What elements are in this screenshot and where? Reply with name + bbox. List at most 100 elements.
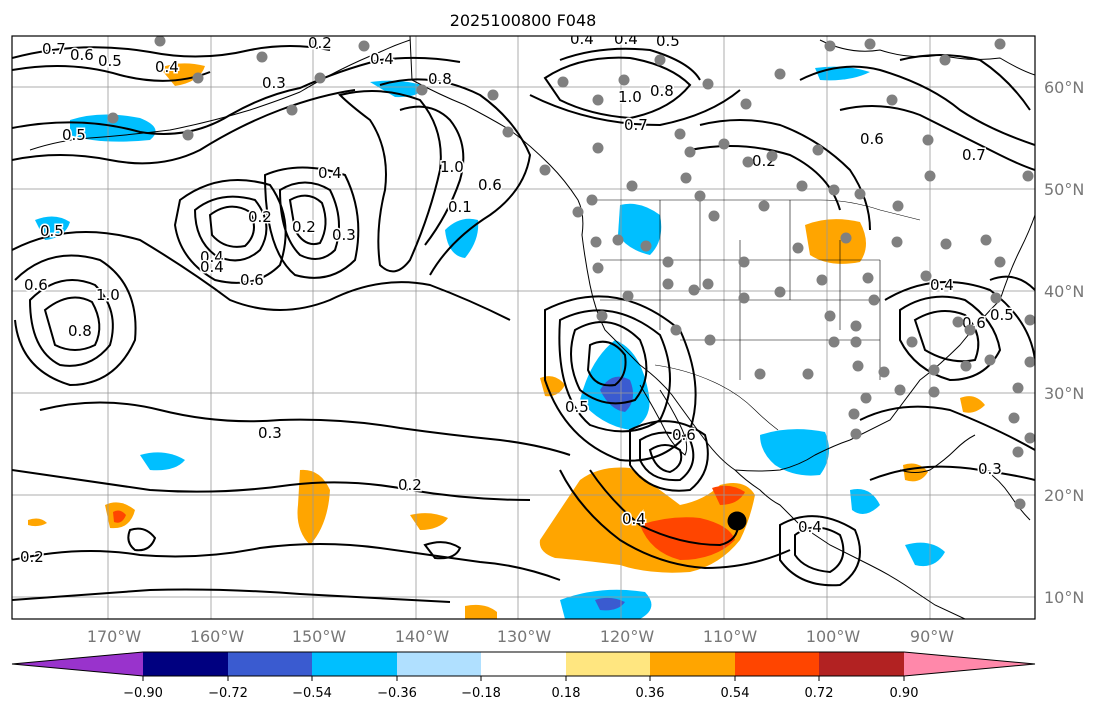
lat-label: 40°N <box>1044 282 1084 301</box>
contour-label: 0.8 <box>68 322 92 340</box>
station-marker <box>894 384 906 396</box>
station-marker <box>774 286 786 298</box>
contour-label: 1.0 <box>618 88 642 106</box>
contour-label: 0.7 <box>42 40 66 58</box>
lon-label: 140°W <box>395 627 450 646</box>
station-marker <box>1008 412 1020 424</box>
shade-cyan-hawaii <box>140 452 185 471</box>
station-marker <box>256 51 268 63</box>
colorbar-segment <box>650 652 735 676</box>
station-marker <box>828 184 840 196</box>
lon-label: 110°W <box>703 627 758 646</box>
lat-label: 60°N <box>1044 78 1084 97</box>
station-marker <box>662 278 674 290</box>
contour-label: 0.4 <box>200 258 224 276</box>
station-marker <box>1022 170 1034 182</box>
contour-label: 0.6 <box>240 271 264 289</box>
station-marker <box>702 78 714 90</box>
contour-label: 0.6 <box>24 276 48 294</box>
contour-label: 0.3 <box>332 226 356 244</box>
station-marker <box>670 324 682 336</box>
contour-label: 0.4 <box>370 50 394 68</box>
contour-label: 0.4 <box>200 248 224 266</box>
station-marker <box>688 284 700 296</box>
contour-label: 0.3 <box>978 460 1002 478</box>
station-marker <box>940 238 952 250</box>
contour-label: 0.6 <box>860 130 884 148</box>
station-marker <box>1014 498 1026 510</box>
station-marker <box>928 364 940 376</box>
station-marker <box>539 164 551 176</box>
contour-label: 1.0 <box>96 286 120 304</box>
station-marker <box>674 128 686 140</box>
shade-orange-se <box>960 396 985 413</box>
colorbar-segment <box>735 652 819 676</box>
lat-label: 20°N <box>1044 486 1084 505</box>
lon-label: 100°W <box>806 627 861 646</box>
station-marker <box>854 188 866 200</box>
contour-label: 0.4 <box>930 276 954 294</box>
station-marker <box>828 336 840 348</box>
colorbar: −0.90 −0.72 −0.54 −0.36 −0.18 0.18 0.36 … <box>11 651 1036 701</box>
contour-label: 0.5 <box>40 222 64 240</box>
figure-title: 2025100800 F048 <box>450 11 597 30</box>
latitude-labels: 60°N 50°N 40°N 30°N 20°N 10°N <box>1044 78 1084 607</box>
station-markers <box>107 36 1035 510</box>
colorbar-tick-label: −0.90 <box>123 686 163 701</box>
station-marker <box>738 256 750 268</box>
shade-cyan-gulf <box>760 429 829 476</box>
colorbar-extend-high <box>904 652 1035 676</box>
colorbar-ticks <box>142 676 905 681</box>
station-marker <box>922 134 934 146</box>
station-marker <box>1024 432 1035 444</box>
station-marker <box>980 234 992 246</box>
station-marker <box>758 200 770 212</box>
station-marker <box>684 146 696 158</box>
contour-label: 0.2 <box>308 34 332 52</box>
station-marker <box>860 392 872 404</box>
station-marker <box>878 366 890 378</box>
station-marker <box>939 54 951 66</box>
contour-label: 1.0 <box>440 158 464 176</box>
map-frame <box>11 35 1036 620</box>
colorbar-tick-label: −0.72 <box>208 686 248 701</box>
station-marker <box>622 290 634 302</box>
station-marker <box>694 190 706 202</box>
station-marker <box>792 242 804 254</box>
borders <box>590 199 921 431</box>
colorbar-tick-label: 0.18 <box>552 686 581 701</box>
contour-label: 0.7 <box>624 116 648 134</box>
station-marker <box>586 194 598 206</box>
negative-anomaly-region <box>35 66 945 619</box>
station-marker <box>812 144 824 156</box>
contour-label: 0.4 <box>614 30 638 48</box>
station-marker <box>702 278 714 290</box>
colorbar-segment <box>228 652 312 676</box>
shade-cyan-centralam <box>905 542 945 567</box>
lon-label: 90°W <box>910 627 954 646</box>
station-marker <box>502 126 514 138</box>
station-marker <box>590 236 602 248</box>
station-marker <box>704 334 716 346</box>
station-marker <box>816 274 828 286</box>
station-marker <box>960 360 972 372</box>
shade-red-pacific-2 <box>113 510 126 523</box>
lon-label: 170°W <box>87 627 142 646</box>
station-marker <box>754 368 766 380</box>
colorbar-extend-low <box>12 652 143 676</box>
station-marker <box>994 38 1006 50</box>
contour-label: 0.5 <box>565 398 589 416</box>
contour-label: 0.2 <box>398 476 422 494</box>
station-marker <box>824 310 836 322</box>
colorbar-tick-label: 0.54 <box>721 686 750 701</box>
shade-orange-south <box>465 604 497 619</box>
shade-cyan-aleutian <box>70 114 156 142</box>
colorbar-tick-label: −0.36 <box>377 686 417 701</box>
shade-blue-south <box>595 597 625 611</box>
station-marker <box>592 142 604 154</box>
station-marker <box>612 234 624 246</box>
map-panel: 0.7 0.6 0.5 0.4 0.2 0.4 0.8 0.4 0.4 0.5 … <box>11 30 1036 620</box>
contour-label: 0.4 <box>155 58 179 76</box>
station-marker <box>708 210 720 222</box>
station-marker <box>1024 314 1035 326</box>
